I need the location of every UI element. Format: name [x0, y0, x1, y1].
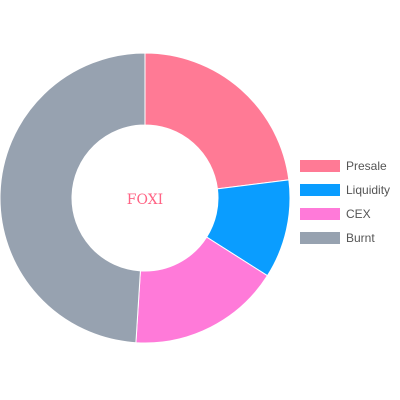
- legend-item-cex[interactable]: CEX: [300, 205, 390, 223]
- slice-presale[interactable]: [144, 52, 290, 190]
- chart-legend: Presale Liquidity CEX Burnt: [300, 157, 390, 253]
- legend-swatch: [300, 160, 340, 172]
- legend-label: CEX: [346, 207, 371, 221]
- legend-swatch: [300, 184, 340, 196]
- chart-slices: [0, 52, 291, 344]
- legend-item-burnt[interactable]: Burnt: [300, 229, 390, 247]
- legend-label: Burnt: [346, 231, 375, 245]
- slice-burnt[interactable]: [0, 52, 146, 344]
- slice-cex[interactable]: [135, 236, 269, 344]
- legend-item-liquidity[interactable]: Liquidity: [300, 181, 390, 199]
- center-label: FOXI: [127, 192, 163, 208]
- legend-label: Liquidity: [346, 183, 391, 197]
- legend-label: Presale: [346, 159, 387, 173]
- legend-swatch: [300, 208, 340, 220]
- legend-swatch: [300, 232, 340, 244]
- legend-item-presale[interactable]: Presale: [300, 157, 390, 175]
